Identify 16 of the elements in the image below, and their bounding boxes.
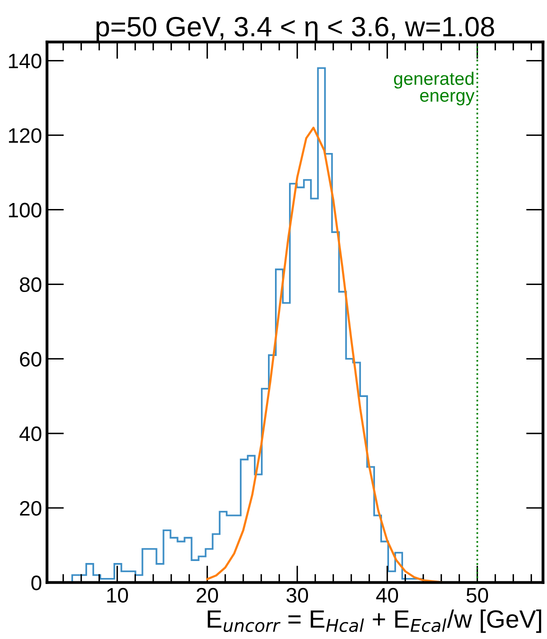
y-tick-label: 0 [31,576,42,590]
y-tick-label: 100 [8,202,42,218]
y-tick-label: 120 [8,128,42,143]
y-tick-label: 20 [20,500,42,516]
y-tick-label: 80 [20,277,42,292]
x-tick-label: 40 [376,588,398,603]
y-tick-label: 60 [20,352,42,367]
x-tick-label: 30 [286,588,308,603]
x-tick-label: 10 [107,588,128,603]
x-axis-title: E$_{uncorr}$ = E$_{Hcal}$ + E$_{Ecal}$/w [GeV] [208,610,542,633]
ref-line-label: generated energy [394,72,475,106]
chart-title: p=50 GeV, 3.4 < η < 3.6, w=1.08 [96,16,494,42]
x-tick-label: 20 [196,588,218,603]
y-tick-label: 140 [8,54,42,68]
x-tick-label: 50 [466,588,488,603]
y-tick-label: 40 [19,426,42,442]
